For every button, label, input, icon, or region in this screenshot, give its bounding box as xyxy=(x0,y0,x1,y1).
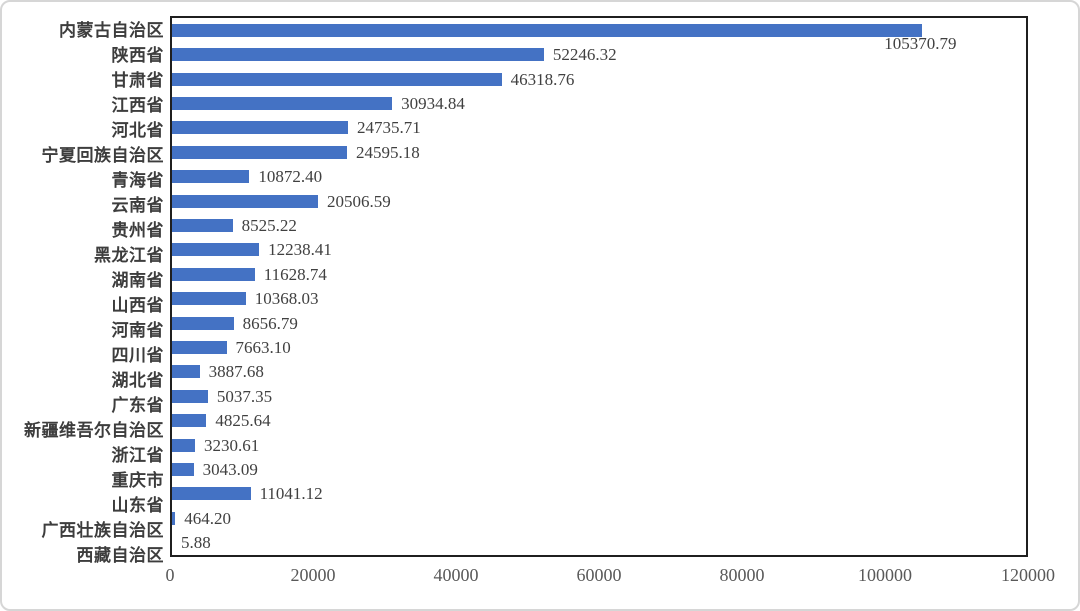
value-label: 4825.64 xyxy=(215,411,271,431)
bar xyxy=(172,511,176,525)
bar-row: 10368.03 xyxy=(172,286,1026,310)
category-label: 河北省 xyxy=(111,121,164,140)
value-label: 7663.10 xyxy=(235,337,291,357)
category-label: 内蒙古自治区 xyxy=(59,21,164,40)
bar-row: 3043.09 xyxy=(172,457,1026,481)
bar-row: 5.88 xyxy=(172,531,1026,555)
category-label: 黑龙江省 xyxy=(94,246,164,265)
value-label: 11628.74 xyxy=(263,264,327,284)
bar xyxy=(172,487,251,501)
x-axis-tick-label: 0 xyxy=(165,565,175,585)
value-label: 8525.22 xyxy=(241,215,297,235)
bar-row: 46318.76 xyxy=(172,67,1026,91)
bar xyxy=(172,365,200,379)
plot-area: 105370.79 52246.32 46318.76 30934.84 24735.7… xyxy=(170,16,1028,557)
bar-row: 4825.64 xyxy=(172,409,1026,433)
bar xyxy=(172,292,246,306)
value-label: 24735.71 xyxy=(357,118,421,138)
value-label: 12238.41 xyxy=(268,240,332,260)
category-label: 山西省 xyxy=(111,296,164,315)
bar-row: 12238.41 xyxy=(172,238,1026,262)
bar-row: 10872.40 xyxy=(172,164,1026,188)
bar xyxy=(172,121,349,135)
bar xyxy=(172,316,234,330)
category-label: 贵州省 xyxy=(111,221,164,240)
value-label: 10872.40 xyxy=(258,167,323,187)
category-label: 广东省 xyxy=(111,396,164,415)
value-label: 3043.09 xyxy=(202,460,258,480)
bar-row: 105370.79 xyxy=(172,18,1026,52)
value-label: 20506.59 xyxy=(326,191,391,211)
x-axis-tick-label: 40000 xyxy=(433,565,479,585)
value-label: 5.88 xyxy=(181,533,211,553)
category-label: 重庆市 xyxy=(111,471,164,490)
value-label: 5037.35 xyxy=(216,386,273,406)
bar-row: 24735.71 xyxy=(172,116,1026,140)
category-label: 陕西省 xyxy=(111,46,164,65)
bar xyxy=(172,243,260,257)
bar xyxy=(172,389,208,403)
category-label: 宁夏回族自治区 xyxy=(41,146,164,165)
value-label: 8656.79 xyxy=(242,313,298,333)
category-label: 广西壮族自治区 xyxy=(41,521,164,540)
bar xyxy=(172,48,544,62)
bar-row: 24595.18 xyxy=(172,140,1026,164)
bar xyxy=(172,340,227,354)
value-label: 52246.32 xyxy=(552,45,617,65)
category-label: 山东省 xyxy=(111,496,164,515)
bar xyxy=(172,170,250,184)
category-label: 云南省 xyxy=(111,196,164,215)
category-label: 四川省 xyxy=(111,346,164,365)
category-label: 西藏自治区 xyxy=(76,546,164,565)
category-label: 湖南省 xyxy=(111,271,164,290)
bar-row: 52246.32 xyxy=(172,42,1026,66)
category-label: 新疆维吾尔自治区 xyxy=(24,421,164,440)
value-label: 105370.79 xyxy=(884,34,957,53)
bar-row: 11041.12 xyxy=(172,482,1026,506)
bar xyxy=(172,267,255,281)
category-label: 湖北省 xyxy=(111,371,164,390)
x-axis-tick-label: 60000 xyxy=(576,565,622,585)
category-label: 江西省 xyxy=(111,96,164,115)
x-axis-tick-label: 100000 xyxy=(858,565,912,585)
bar-row: 30934.84 xyxy=(172,91,1026,115)
value-label: 11041.12 xyxy=(259,484,323,504)
bar-row: 20506.59 xyxy=(172,189,1026,213)
bar xyxy=(172,72,502,86)
bar-row: 11628.74 xyxy=(172,262,1026,286)
value-label: 3230.61 xyxy=(203,435,260,455)
x-axis-tick-label: 80000 xyxy=(719,565,765,585)
value-label: 3887.68 xyxy=(208,362,264,382)
category-label: 河南省 xyxy=(111,321,164,340)
y-axis-category-labels: 内蒙古自治区陕西省甘肃省江西省河北省宁夏回族自治区青海省云南省贵州省黑龙江省湖南… xyxy=(8,16,164,565)
bar-row: 8525.22 xyxy=(172,213,1026,237)
bar xyxy=(172,463,194,477)
category-label: 浙江省 xyxy=(111,446,164,465)
value-label: 30934.84 xyxy=(401,93,465,113)
bar xyxy=(172,438,195,452)
bar-row: 3230.61 xyxy=(172,433,1026,457)
value-label: 10368.03 xyxy=(254,289,319,309)
x-axis: 0 20000 40000 60000 80000 100000 120000 xyxy=(166,562,1056,592)
value-label: 464.20 xyxy=(184,508,232,528)
bar xyxy=(172,23,922,37)
bar-row: 5037.35 xyxy=(172,384,1026,408)
value-label: 24595.18 xyxy=(356,142,420,162)
bar xyxy=(172,96,393,110)
x-axis-tick-label: 120000 xyxy=(1001,565,1055,585)
x-axis-tick-label: 20000 xyxy=(290,565,336,585)
bar-row: 8656.79 xyxy=(172,311,1026,335)
value-label: 46318.76 xyxy=(510,69,575,89)
bar xyxy=(172,218,233,232)
bar xyxy=(172,145,348,159)
bar xyxy=(172,194,318,208)
bar-row: 3887.68 xyxy=(172,360,1026,384)
bar-row: 464.20 xyxy=(172,506,1026,530)
category-label: 甘肃省 xyxy=(111,71,164,90)
category-label: 青海省 xyxy=(111,171,164,190)
bar-row: 7663.10 xyxy=(172,335,1026,359)
bar xyxy=(172,414,207,428)
